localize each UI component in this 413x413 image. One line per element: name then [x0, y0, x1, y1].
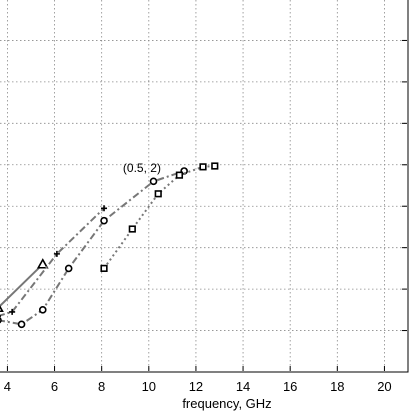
x-tick-label: 14 — [236, 379, 250, 394]
x-tick-label: 8 — [98, 379, 105, 394]
x-axis-label: frequency, GHz — [182, 396, 271, 411]
annotation-label: (0.5, 2) — [123, 161, 161, 175]
data-point — [211, 162, 219, 170]
data-point — [38, 306, 47, 314]
x-tick-labels: 4 6 8 10 12 14 16 18 20 — [4, 379, 392, 394]
x-tick-label: 12 — [189, 379, 203, 394]
series-triangle — [0, 258, 49, 313]
x-tick-label: 6 — [51, 379, 58, 394]
series-line — [0, 263, 44, 308]
data-point — [0, 316, 2, 324]
data-point — [101, 205, 108, 212]
data-point — [100, 216, 108, 225]
data-point — [154, 190, 162, 198]
series-line — [103, 165, 215, 269]
series-circle — [0, 167, 188, 329]
x-tick-label: 4 — [4, 379, 11, 394]
data-point — [36, 258, 49, 269]
data-point — [64, 264, 73, 273]
data-point — [149, 177, 158, 186]
x-tick-label: 18 — [330, 379, 344, 394]
data-point — [199, 163, 207, 171]
data-point — [175, 171, 184, 179]
grid — [0, 0, 407, 371]
series-square — [100, 162, 219, 272]
series-plus — [0, 205, 108, 317]
data-point — [0, 305, 4, 313]
data-point — [17, 320, 26, 329]
data-point — [128, 225, 136, 233]
data-point — [9, 308, 16, 315]
x-tick-label: 16 — [283, 379, 297, 394]
x-tick-label: 10 — [142, 379, 156, 394]
x-tick-label: 20 — [377, 379, 391, 394]
data-point — [53, 250, 60, 257]
series-line — [0, 207, 105, 317]
axes-frame — [0, 0, 409, 373]
data-point — [100, 264, 108, 272]
plot-series — [0, 162, 219, 329]
